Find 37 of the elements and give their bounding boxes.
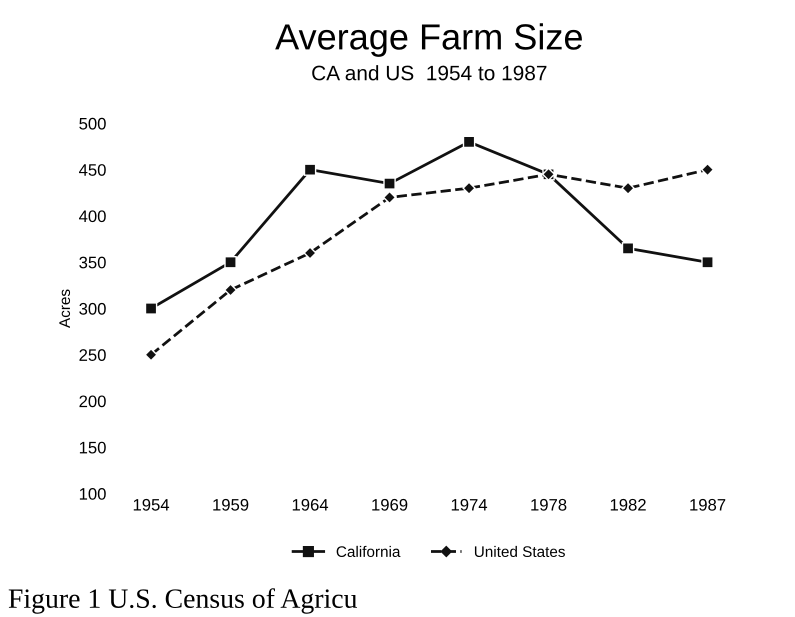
point [700, 163, 714, 176]
y-tick-label: 150 [80, 442, 106, 454]
y-tick-label: 500 [79, 118, 106, 130]
x-tick-label: 1954 [134, 498, 170, 511]
point [701, 256, 714, 268]
chart-subtitle: CA and US 1954 to 1987 [312, 65, 546, 80]
point [462, 182, 476, 195]
point [303, 246, 317, 260]
y-tick-label: 250 [79, 349, 106, 361]
x-tick-label: 1982 [610, 498, 646, 511]
point [144, 302, 158, 315]
point [304, 163, 316, 176]
y-tick-label: 300 [79, 302, 106, 315]
point [382, 190, 396, 204]
x-tick-label: 1969 [372, 498, 408, 511]
point [224, 256, 237, 268]
x-tick-label: 1959 [213, 498, 248, 511]
point [144, 348, 158, 362]
y-tick-label: 450 [79, 164, 106, 176]
legend-label: California [336, 546, 400, 558]
y-tick-label: 100 [80, 488, 106, 500]
point [462, 136, 476, 148]
point [621, 182, 635, 195]
x-tick-label: 1974 [452, 498, 488, 511]
y-axis-title: Acres [59, 290, 70, 328]
chart-title: Average Farm Size [275, 23, 582, 57]
y-tick-label: 400 [79, 210, 106, 222]
y-tick-label: 350 [79, 256, 106, 268]
point [622, 242, 634, 255]
x-tick-label: 1978 [531, 498, 566, 511]
x-tick-label: 1987 [690, 498, 726, 511]
caption: Figure 1 U.S. Census of Agricu [8, 588, 358, 614]
legend-label: United States [474, 546, 565, 558]
point [383, 177, 396, 190]
point [224, 283, 238, 297]
y-tick-label: 200 [79, 395, 106, 408]
x-tick-label: 1964 [292, 498, 328, 511]
